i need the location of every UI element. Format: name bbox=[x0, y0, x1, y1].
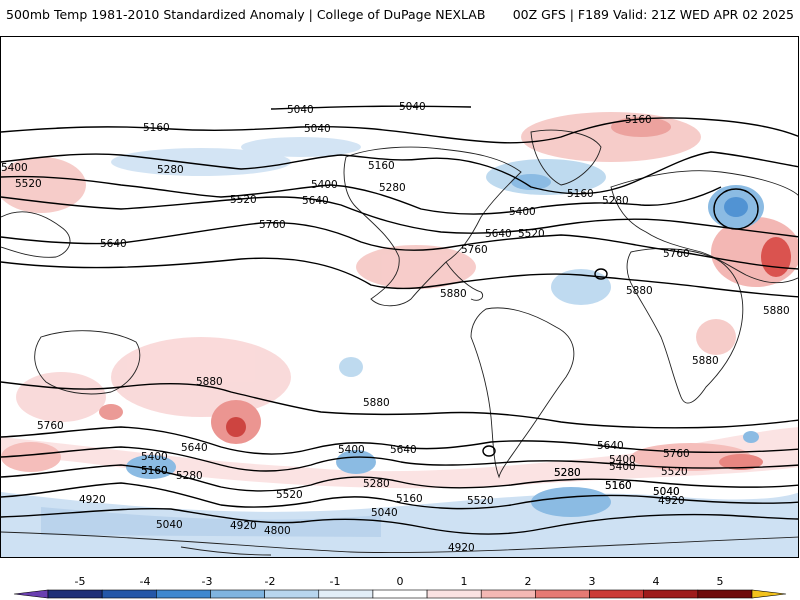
colorbar-label: -3 bbox=[201, 575, 213, 588]
contour-label: 5640 bbox=[390, 444, 417, 456]
colorbar-label: 3 bbox=[588, 575, 596, 588]
contour-label: 5400 bbox=[609, 461, 636, 473]
contour-label: 5760 bbox=[663, 248, 690, 260]
contour-label: 5400 bbox=[338, 444, 365, 456]
contour-label: 5760 bbox=[461, 244, 488, 256]
colorbar-segment bbox=[480, 589, 536, 599]
contour-label: 5520 bbox=[518, 228, 545, 240]
contour-label: 4920 bbox=[658, 495, 685, 507]
contour-label: 5280 bbox=[554, 467, 581, 479]
contour-label: 5160 bbox=[368, 160, 395, 172]
contour-label: 5280 bbox=[363, 478, 390, 490]
contour-label: 5640 bbox=[181, 442, 208, 454]
colorbar-label: -2 bbox=[264, 575, 276, 588]
contour-label: 5160 bbox=[605, 480, 632, 492]
colorbar-label: 1 bbox=[460, 575, 468, 588]
contour-label: 4920 bbox=[448, 542, 475, 554]
contour-label: 5520 bbox=[230, 194, 257, 206]
contour-label: 5160 bbox=[567, 188, 594, 200]
contour-label: 5880 bbox=[196, 376, 223, 388]
colorbar-segment bbox=[589, 589, 644, 599]
contour-label: 5520 bbox=[15, 178, 42, 190]
contour-label: 5280 bbox=[157, 164, 184, 176]
contour-label: 5280 bbox=[379, 182, 406, 194]
contour-label: 5160 bbox=[141, 465, 168, 477]
colorbar-segment bbox=[101, 589, 157, 599]
contour-label: 4920 bbox=[230, 520, 257, 532]
colorbar-segment bbox=[210, 589, 265, 599]
height-contours bbox=[1, 105, 798, 535]
contour-label: 5040 bbox=[156, 519, 183, 531]
contour-label-group: 5040 5040 5160 5040 5400 5520 5280 5160 … bbox=[1, 101, 790, 554]
contour-label: 5400 bbox=[311, 179, 338, 191]
contour-label: 5880 bbox=[363, 397, 390, 409]
colorbar-segment bbox=[372, 589, 428, 599]
contour-label: 5520 bbox=[276, 489, 303, 501]
contour-label: 5040 bbox=[304, 123, 331, 135]
contour-label: 5520 bbox=[467, 495, 494, 507]
anomaly-map[interactable]: 5040 5040 5160 5040 5400 5520 5280 5160 … bbox=[1, 37, 799, 558]
contour-label: 5280 bbox=[602, 195, 629, 207]
contour-label: 5400 bbox=[141, 451, 168, 463]
contour-label: 5880 bbox=[692, 355, 719, 367]
contour-label: 5760 bbox=[663, 448, 690, 460]
map-title: 500mb Temp 1981-2010 Standardized Anomal… bbox=[6, 7, 486, 22]
contour-label: 4800 bbox=[264, 525, 291, 537]
colorbar-segment bbox=[47, 589, 103, 599]
contour-label: 5760 bbox=[37, 420, 64, 432]
contour-label: 5640 bbox=[100, 238, 127, 250]
contour-label: 5520 bbox=[661, 466, 688, 478]
header: 500mb Temp 1981-2010 Standardized Anomal… bbox=[0, 0, 800, 36]
contour-label: 5400 bbox=[1, 162, 28, 174]
continent-outlines bbox=[1, 129, 798, 556]
map-panel[interactable]: 5040 5040 5160 5040 5400 5520 5280 5160 … bbox=[0, 36, 799, 558]
colorbar-scale bbox=[13, 589, 787, 599]
contour-label: 5160 bbox=[141, 465, 168, 477]
contour-label: 4920 bbox=[79, 494, 106, 506]
contour-label: 5160 bbox=[143, 122, 170, 134]
colorbar-segment bbox=[318, 589, 374, 599]
anomaly-shading bbox=[1, 112, 798, 557]
contour-label: 5040 bbox=[399, 101, 426, 113]
colorbar: -5 -4 -3 -2 -1 0 1 2 3 4 5 bbox=[0, 562, 800, 600]
contour-label: 5280 bbox=[554, 467, 581, 479]
contour-label: 5640 bbox=[485, 228, 512, 240]
contour-label: 5640 bbox=[302, 195, 329, 207]
contour-label: 5040 bbox=[653, 486, 680, 498]
colorbar-label: -1 bbox=[329, 575, 341, 588]
colorbar-segment bbox=[426, 589, 482, 599]
colorbar-segment bbox=[156, 589, 211, 599]
contour-label: 5880 bbox=[626, 285, 653, 297]
colorbar-segment bbox=[643, 589, 699, 599]
contour-label: 5160 bbox=[396, 493, 423, 505]
colorbar-label: 4 bbox=[652, 575, 660, 588]
contour-label: 5040 bbox=[653, 486, 680, 498]
contour-label: 5160 bbox=[605, 480, 632, 492]
colorbar-segment bbox=[697, 589, 753, 599]
contour-label: 5400 bbox=[509, 206, 536, 218]
contour-label: 5160 bbox=[625, 114, 652, 126]
contour-label: 5040 bbox=[287, 104, 314, 116]
colorbar-label: -4 bbox=[139, 575, 151, 588]
colorbar-label: -5 bbox=[74, 575, 86, 588]
contour-label: 5880 bbox=[763, 305, 790, 317]
colorbar-left-cap bbox=[13, 589, 49, 599]
contour-label: 5760 bbox=[259, 219, 286, 231]
contour-label: 5640 bbox=[597, 440, 624, 452]
colorbar-labels: -5 -4 -3 -2 -1 0 1 2 3 4 5 bbox=[0, 575, 800, 589]
model-run-info: 00Z GFS | F189 Valid: 21Z WED APR 02 202… bbox=[512, 7, 794, 22]
colorbar-label: 5 bbox=[716, 575, 724, 588]
contour-label: 5280 bbox=[176, 470, 203, 482]
contour-label: 5880 bbox=[440, 288, 467, 300]
contour-label: 5400 bbox=[609, 454, 636, 466]
colorbar-label: 2 bbox=[524, 575, 532, 588]
colorbar-segment bbox=[535, 589, 590, 599]
colorbar-segment bbox=[264, 589, 320, 599]
colorbar-right-cap bbox=[751, 589, 787, 599]
colorbar-label: 0 bbox=[396, 575, 404, 588]
contour-label: 5040 bbox=[371, 507, 398, 519]
